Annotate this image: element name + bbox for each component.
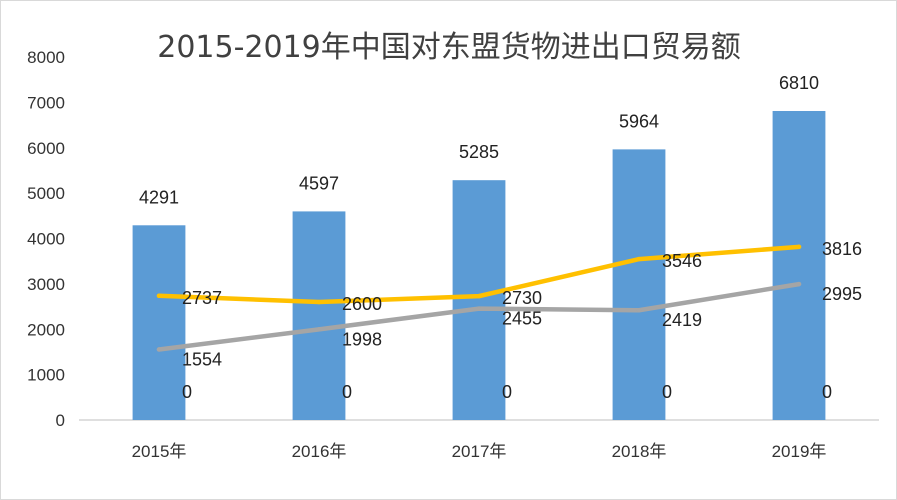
bar-value-label: 5964 [619,111,659,131]
line-value-label: 2737 [182,288,222,308]
y-tick-label: 8000 [27,48,65,67]
line-value-label: 0 [502,382,512,402]
line-point [796,244,802,250]
line-point [476,293,482,299]
line-value-label: 1554 [182,349,222,369]
y-tick-label: 0 [56,411,65,430]
y-tick-label: 1000 [27,366,65,385]
line-point [796,281,802,287]
bar-value-label: 4597 [299,173,339,193]
y-tick-label: 2000 [27,320,65,339]
line-value-label: 2455 [502,309,542,329]
line-value-label: 0 [182,382,192,402]
y-tick-label: 5000 [27,184,65,203]
bar-series [132,110,826,421]
x-tick-label: 2015年 [132,442,187,461]
x-tick-label: 2017年 [452,442,507,461]
bar [452,180,506,420]
y-tick-label: 7000 [27,93,65,112]
line-value-label: 2995 [822,284,862,304]
line-point [156,293,162,299]
line-point [156,347,162,352]
line-value-label: 3546 [662,251,702,271]
x-tick-label: 2018年 [612,442,667,461]
line-value-label: 3816 [822,239,862,259]
x-axis: 2015年 2016年 2017年 2018年 2019年 [132,442,827,461]
line-value-label: 2419 [662,310,702,330]
chart-title: 2015-2019年中国对东盟货物进出口贸易额 [157,30,741,65]
line-point [636,308,642,313]
bar-value-label: 6810 [779,73,819,93]
line-value-label: 0 [822,382,832,402]
bar-value-label: 5285 [459,142,499,162]
line-value-label: 1998 [342,329,382,349]
bar [772,110,826,420]
line-value-label: 2730 [502,288,542,308]
y-axis: 0 1000 2000 3000 4000 5000 6000 7000 8000 [27,48,65,430]
line-value-label: 0 [662,382,672,402]
line-point [636,256,642,262]
bar [612,149,666,421]
data-labels: 4291 4597 5285 5964 6810 2737 2600 2730 3546 3816… [139,73,862,402]
line-value-label: 2600 [342,294,382,314]
y-tick-label: 4000 [27,230,65,249]
x-tick-label: 2016年 [292,442,347,461]
line-point [316,299,322,305]
y-tick-label: 6000 [27,139,65,158]
x-tick-label: 2019年 [772,442,827,461]
bar [132,225,186,420]
y-tick-label: 3000 [27,275,65,294]
bar-value-label: 4291 [139,187,179,207]
line-point [316,327,322,332]
line-point [476,306,482,311]
line-value-label: 0 [342,382,352,402]
bar [292,211,346,420]
line-series [156,244,802,352]
